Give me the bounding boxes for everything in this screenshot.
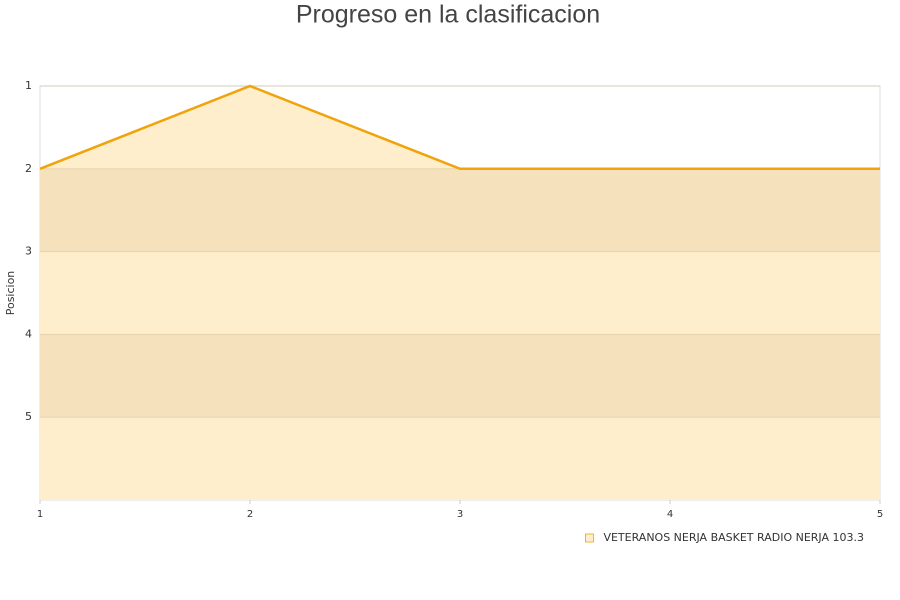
grid-band — [40, 334, 880, 418]
x-tick-label: 5 — [877, 509, 883, 520]
legend-swatch — [585, 533, 594, 543]
area-fill — [40, 86, 880, 500]
x-tick-label: 2 — [247, 509, 253, 520]
grid-band — [40, 168, 880, 252]
x-tick-label: 4 — [667, 509, 673, 520]
y-axis-label: Posicion — [4, 271, 17, 316]
y-tick-label: 5 — [25, 410, 32, 423]
line — [39, 84, 880, 171]
y-tick-label: 3 — [25, 245, 32, 258]
x-tick-label: 1 — [37, 509, 43, 520]
legend-label: VETERANOS NERJA BASKET RADIO NERJA 103.3 — [603, 531, 864, 544]
y-tick-label: 4 — [25, 327, 32, 340]
y-tick-label: 1 — [25, 79, 32, 92]
x-tick-label: 3 — [457, 509, 463, 520]
chart-title: Progreso en la clasificacion — [296, 1, 600, 29]
y-tick-label: 2 — [25, 162, 32, 175]
